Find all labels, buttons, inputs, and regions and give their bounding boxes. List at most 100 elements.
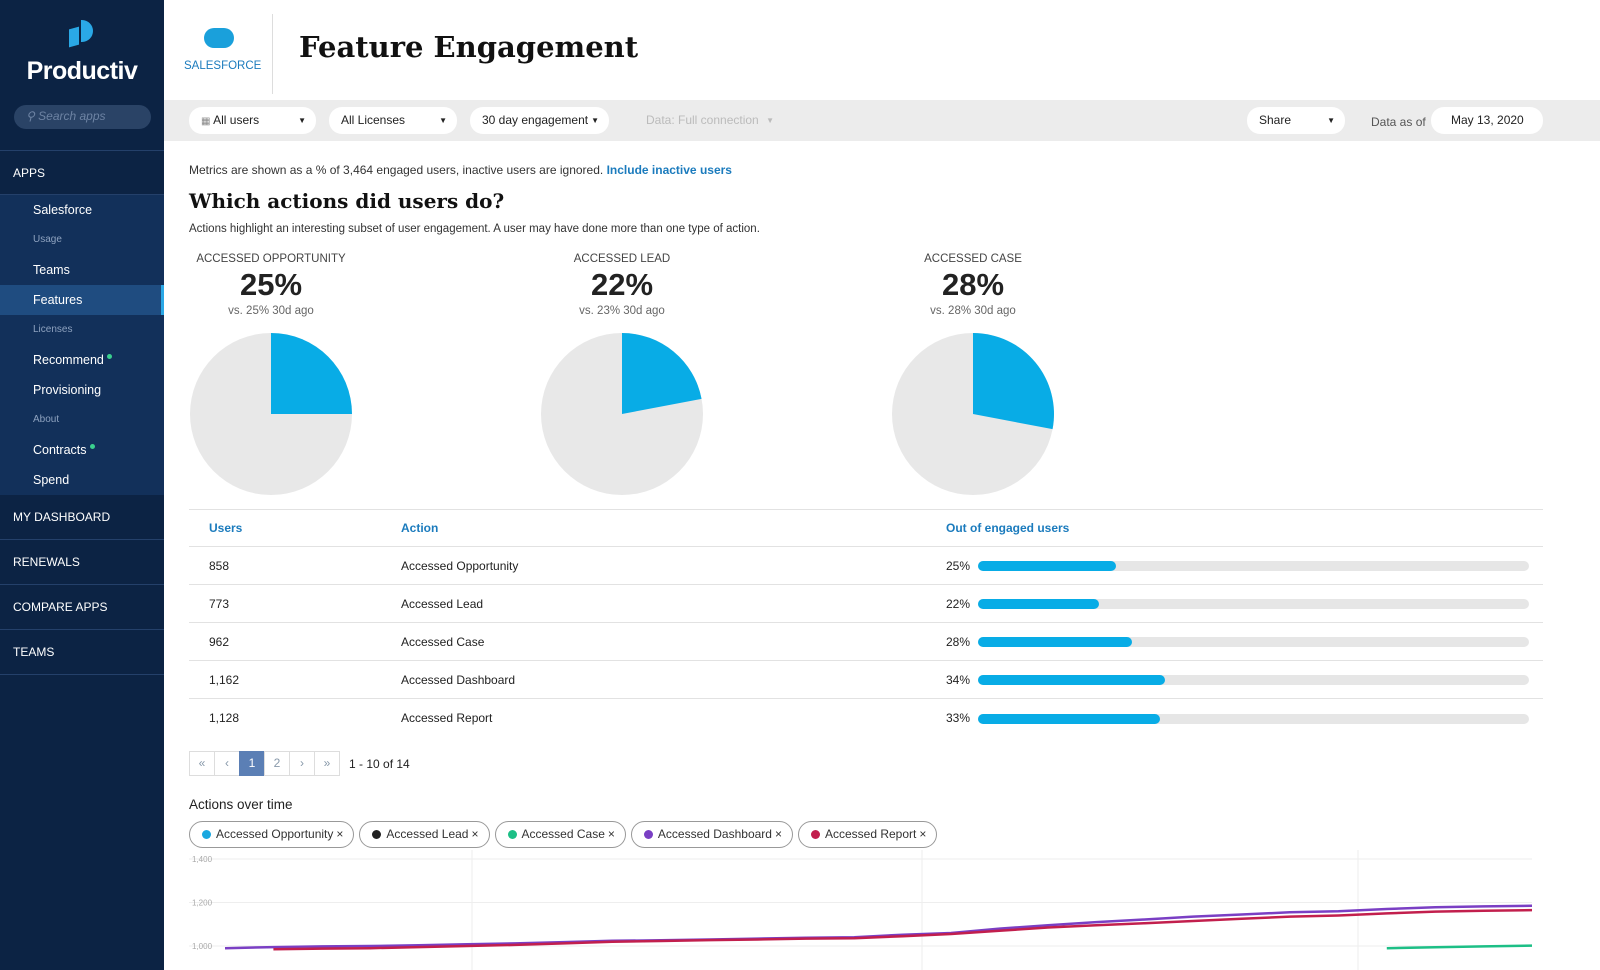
search-apps-input[interactable]: ⚲ Search apps bbox=[14, 105, 151, 129]
series-line-accessed-report bbox=[273, 908, 1533, 951]
series-filter-chip[interactable]: Accessed Dashboard × bbox=[630, 821, 793, 848]
data-connection-dropdown[interactable]: Data: Full connection ▼ bbox=[634, 107, 784, 134]
include-inactive-users-link[interactable]: Include inactive users bbox=[606, 163, 732, 177]
date-picker[interactable]: May 13, 2020 bbox=[1431, 107, 1543, 134]
y-tick-label: 1,400 bbox=[192, 855, 213, 864]
table-row[interactable]: 1,162 Accessed Dashboard 34% bbox=[189, 660, 1543, 699]
metrics-note: Metrics are shown as a % of 3,464 engage… bbox=[189, 163, 732, 177]
nav-my-dashboard[interactable]: MY DASHBOARD bbox=[0, 495, 164, 540]
engagement-value: 30 day engagement bbox=[482, 113, 589, 127]
section-description: Actions highlight an interesting subset … bbox=[189, 223, 760, 235]
sidebar: Productiv ⚲ Search apps APPS Salesforce U… bbox=[0, 0, 164, 970]
nav-teams[interactable]: TEAMS bbox=[0, 630, 164, 675]
share-dropdown[interactable]: Share ▼ bbox=[1247, 107, 1345, 134]
pie-slice bbox=[622, 333, 702, 414]
apps-subnav: Salesforce Usage Teams Features Licenses Reco… bbox=[0, 195, 164, 495]
caret-down-icon: ▼ bbox=[1327, 116, 1335, 125]
progress-fill bbox=[978, 713, 1160, 724]
progress-bar bbox=[978, 561, 1529, 572]
productiv-logo[interactable]: Productiv bbox=[0, 20, 164, 86]
percent-cell: 33% bbox=[946, 698, 1543, 737]
page-1-button[interactable]: 1 bbox=[239, 751, 265, 776]
kpi-pie-chart bbox=[190, 333, 352, 495]
pie-slice bbox=[973, 333, 1054, 430]
chip-label: Accessed Dashboard bbox=[657, 827, 772, 841]
filter-toolbar: ▦ All users ▼ All Licenses ▼ 30 day engage… bbox=[164, 100, 1600, 141]
remove-chip-icon[interactable]: × bbox=[919, 827, 927, 841]
sidebar-item-label: Provisioning bbox=[33, 383, 102, 397]
sidebar-item-label: Teams bbox=[33, 263, 70, 277]
sidebar-item-teams[interactable]: Teams bbox=[0, 255, 164, 285]
percent-value: 25% bbox=[946, 558, 971, 573]
pagination: « ‹ 1 2 › » 1 - 10 of 14 bbox=[189, 751, 410, 776]
remove-chip-icon[interactable]: × bbox=[336, 827, 344, 841]
first-page-button[interactable]: « bbox=[189, 751, 215, 776]
next-page-button[interactable]: › bbox=[289, 751, 315, 776]
users-cell: 1,128 bbox=[189, 698, 401, 737]
nav-renewals[interactable]: RENEWALS bbox=[0, 540, 164, 585]
licenses-filter-value: All Licenses bbox=[341, 113, 406, 127]
caret-down-icon: ▼ bbox=[439, 116, 447, 125]
action-cell: Accessed Case bbox=[401, 622, 946, 661]
page-range: 1 - 10 of 14 bbox=[349, 756, 410, 771]
sidebar-item-recommend[interactable]: Recommend bbox=[0, 345, 164, 375]
nav-compare-apps[interactable]: COMPARE APPS bbox=[0, 585, 164, 630]
notification-dot bbox=[106, 354, 112, 359]
notification-dot bbox=[89, 444, 95, 449]
progress-fill bbox=[978, 561, 1116, 572]
series-filter-chip[interactable]: Accessed Opportunity × bbox=[189, 821, 355, 848]
sidebar-item-salesforce[interactable]: Salesforce bbox=[0, 195, 164, 225]
sidebar-item-label: Spend bbox=[33, 473, 70, 487]
prev-page-button[interactable]: ‹ bbox=[214, 751, 240, 776]
last-page-button[interactable]: » bbox=[314, 751, 340, 776]
app-name: SALESFORCE bbox=[184, 60, 262, 72]
column-header-users[interactable]: Users bbox=[209, 521, 243, 535]
engagement-dropdown[interactable]: 30 day engagement ▼ bbox=[470, 107, 609, 134]
remove-chip-icon[interactable]: × bbox=[607, 827, 615, 841]
remove-chip-icon[interactable]: × bbox=[471, 827, 479, 841]
sidebar-item-label: Contracts bbox=[33, 443, 87, 457]
kpi-card: Accessed Opportunity 25% vs. 25% 30d ago bbox=[189, 253, 353, 317]
series-line-accessed-dashboard bbox=[224, 904, 1533, 950]
sidebar-item-contracts[interactable]: Contracts bbox=[0, 435, 164, 465]
column-header-action[interactable]: Action bbox=[401, 521, 439, 535]
sidebar-item-features[interactable]: Features bbox=[0, 285, 164, 315]
licenses-filter-dropdown[interactable]: All Licenses ▼ bbox=[329, 107, 457, 134]
table-row[interactable]: 1,128 Accessed Report 33% bbox=[189, 698, 1543, 737]
sidebar-item-provisioning[interactable]: Provisioning bbox=[0, 375, 164, 405]
progress-bar bbox=[978, 675, 1529, 686]
series-filter-chip[interactable]: Accessed Report × bbox=[797, 821, 938, 848]
users-cell: 858 bbox=[189, 546, 401, 585]
column-header-out-of-engaged[interactable]: Out of engaged users bbox=[946, 521, 1070, 535]
action-cell: Accessed Dashboard bbox=[401, 660, 946, 699]
page-title: Feature Engagement bbox=[299, 30, 639, 64]
progress-fill bbox=[978, 637, 1133, 648]
series-filter-chip[interactable]: Accessed Lead × bbox=[359, 821, 490, 848]
sidebar-item-label: Recommend bbox=[33, 353, 104, 367]
chip-label: Accessed Report bbox=[824, 827, 917, 841]
action-cell: Accessed Report bbox=[401, 698, 946, 737]
salesforce-app-badge[interactable]: SALESFORCE bbox=[184, 28, 262, 72]
remove-chip-icon[interactable]: × bbox=[774, 827, 782, 841]
sidebar-item-spend[interactable]: Spend bbox=[0, 465, 164, 495]
page-2-button[interactable]: 2 bbox=[264, 751, 290, 776]
table-row[interactable]: 858 Accessed Opportunity 25% bbox=[189, 546, 1543, 585]
nav-apps[interactable]: APPS bbox=[0, 150, 164, 195]
sidebar-item-usage: Usage bbox=[0, 225, 164, 255]
salesforce-logo-icon bbox=[204, 28, 234, 48]
table-row[interactable]: 773 Accessed Lead 22% bbox=[189, 584, 1543, 623]
percent-value: 28% bbox=[946, 634, 971, 649]
sidebar-item-label: Features bbox=[33, 293, 83, 307]
y-tick-label: 1,200 bbox=[192, 899, 213, 908]
sidebar-item-about: About bbox=[0, 405, 164, 435]
sidebar-item-label: Salesforce bbox=[33, 203, 93, 217]
data-connection-value: Data: Full connection bbox=[646, 113, 759, 127]
metrics-note-text: Metrics are shown as a % of 3,464 engage… bbox=[189, 163, 604, 177]
actions-over-time-chart: 1,400 1,200 1,000 bbox=[189, 850, 1533, 970]
series-color-dot bbox=[202, 830, 211, 839]
series-filter-chip[interactable]: Accessed Case × bbox=[494, 821, 626, 848]
actions-over-time-title: Actions over time bbox=[189, 797, 293, 812]
users-filter-dropdown[interactable]: ▦ All users ▼ bbox=[189, 107, 316, 134]
table-row[interactable]: 962 Accessed Case 28% bbox=[189, 622, 1543, 661]
percent-value: 34% bbox=[946, 672, 971, 687]
